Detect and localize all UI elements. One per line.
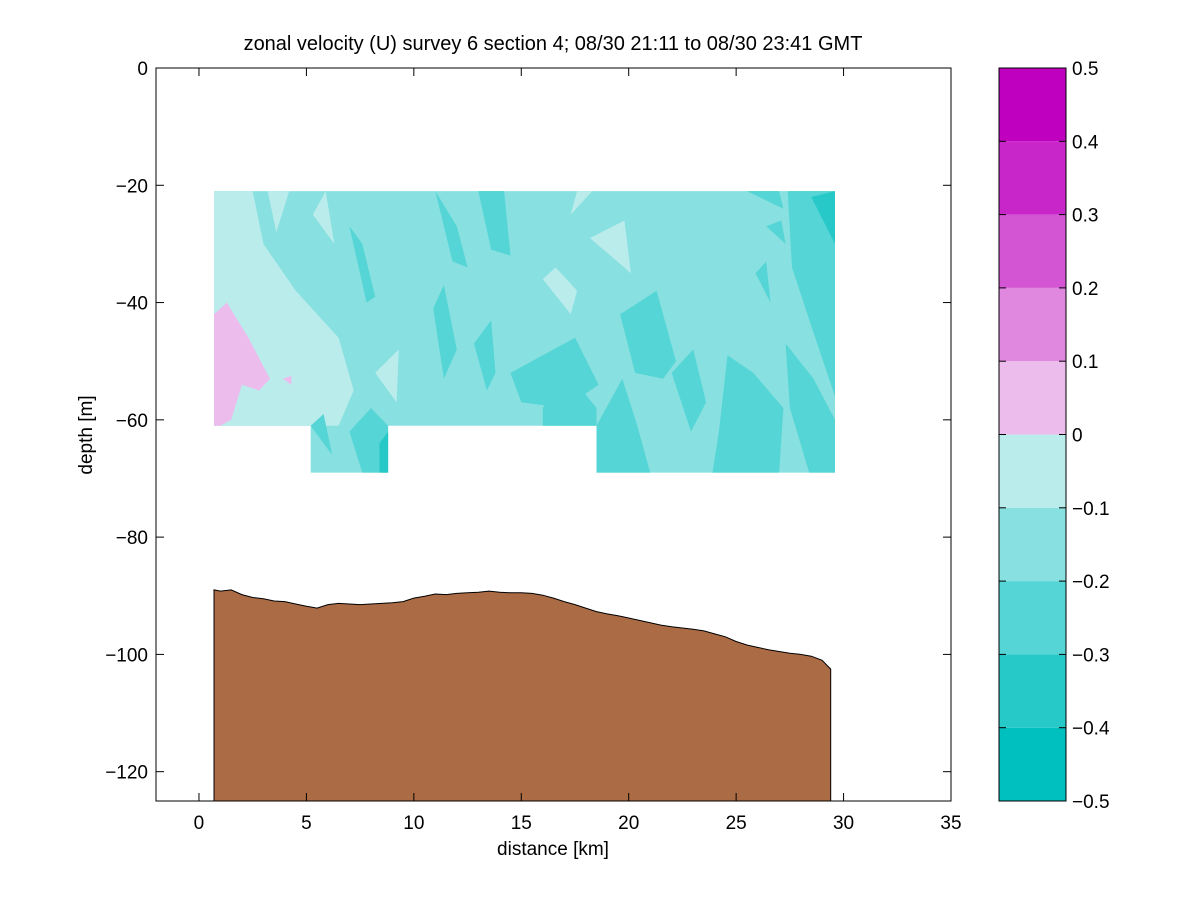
- velocity-region: [755, 261, 771, 303]
- colorbar-tick-label: 0: [1072, 426, 1083, 447]
- y-tick-label: −80: [116, 528, 148, 549]
- colorbar-swatch: [999, 361, 1066, 435]
- velocity-region: [510, 337, 599, 409]
- x-tick-label: 20: [618, 813, 639, 834]
- y-axis: 0 −20 −40 −60 −80 −100 −120: [105, 59, 951, 784]
- plot-frame: [155, 67, 952, 802]
- y-tick-label: −60: [116, 411, 148, 432]
- colorbar-tick-label: 0.4: [1072, 132, 1099, 153]
- velocity-region: [379, 431, 389, 473]
- x-tick-label: 10: [403, 813, 424, 834]
- velocity-region: [712, 355, 784, 473]
- velocity-region: [596, 378, 651, 473]
- colorbar-swatches: [999, 68, 1066, 801]
- velocity-region: [590, 220, 631, 274]
- velocity-region: [785, 343, 835, 473]
- velocity-region: [620, 290, 676, 379]
- colorbar-tick-label: −0.4: [1072, 719, 1110, 740]
- colorbar-swatch: [999, 287, 1066, 362]
- colorbar-swatch: [999, 507, 1066, 582]
- velocity-region: [282, 375, 292, 385]
- velocity-region: [671, 349, 707, 432]
- velocity-region: [787, 191, 835, 397]
- y-axis-label: depth [m]: [76, 395, 97, 474]
- colorbar-tick-label: −0.3: [1072, 645, 1110, 666]
- chart-title: zonal velocity (U) survey 6 section 4; 0…: [244, 33, 863, 55]
- colorbar-tick-label: 0.3: [1072, 206, 1098, 227]
- velocity-region: [214, 191, 835, 473]
- velocity-region: [349, 226, 376, 303]
- x-tick-label: 5: [301, 813, 312, 834]
- velocity-region: [478, 191, 511, 256]
- colorbar-swatch: [999, 434, 1066, 508]
- y-tick-label: −120: [105, 763, 148, 784]
- colorbar-swatch: [999, 214, 1066, 288]
- bathymetry-layer: [213, 589, 832, 801]
- colorbar-tick-label: −0.2: [1072, 572, 1110, 593]
- velocity-region: [542, 267, 578, 315]
- colorbar: 0.5 0.4 0.3 0.2 0.1 0 −0.1 −0.2 −0.3 −0.4 −0.5: [998, 59, 1110, 813]
- colorbar-swatch: [999, 654, 1066, 728]
- colorbar-tick-label: −0.5: [1072, 792, 1110, 813]
- colorbar-swatch: [999, 727, 1066, 801]
- velocity-region: [375, 349, 399, 403]
- velocity-region: [310, 414, 333, 455]
- colorbar-swatch: [999, 141, 1066, 215]
- x-axis: 0 5 10 15 20 25 30 35: [194, 68, 962, 834]
- colorbar-tick-label: −0.1: [1072, 499, 1110, 520]
- colorbar-swatch: [999, 581, 1066, 655]
- velocity-contour-layer: [214, 191, 835, 473]
- colorbar-tick-label: 0.5: [1072, 59, 1098, 80]
- velocity-region: [766, 220, 786, 244]
- bathymetry-seafloor: [213, 589, 832, 801]
- velocity-region: [267, 191, 290, 233]
- y-tick-label: −100: [105, 645, 148, 666]
- y-tick-label: −40: [116, 294, 148, 315]
- velocity-region: [349, 408, 389, 473]
- x-tick-label: 35: [940, 813, 961, 834]
- velocity-region: [433, 285, 457, 379]
- x-tick-label: 15: [511, 813, 532, 834]
- velocity-region: [435, 191, 468, 268]
- y-tick-label: 0: [137, 59, 148, 80]
- x-axis-label: distance [km]: [497, 839, 609, 860]
- x-tick-label: 30: [833, 813, 854, 834]
- colorbar-tick-label: 0.2: [1072, 279, 1098, 300]
- colorbar-swatch: [999, 68, 1066, 142]
- velocity-region: [746, 191, 784, 209]
- colorbar-ticks: 0.5 0.4 0.3 0.2 0.1 0 −0.1 −0.2 −0.3 −0.4 −0.5: [999, 59, 1110, 813]
- velocity-region: [474, 320, 496, 391]
- x-tick-label: 25: [726, 813, 747, 834]
- colorbar-tick-label: 0.1: [1072, 352, 1098, 373]
- plot-area: 0 5 10 15 20 25 30 35 0 −20 −40 −60 −80 −100 −120: [105, 59, 961, 834]
- velocity-region: [811, 191, 835, 244]
- velocity-region: [570, 191, 593, 215]
- y-tick-label: −20: [116, 176, 148, 197]
- velocity-region: [214, 302, 270, 426]
- velocity-region: [312, 191, 335, 244]
- x-tick-label: 0: [194, 813, 205, 834]
